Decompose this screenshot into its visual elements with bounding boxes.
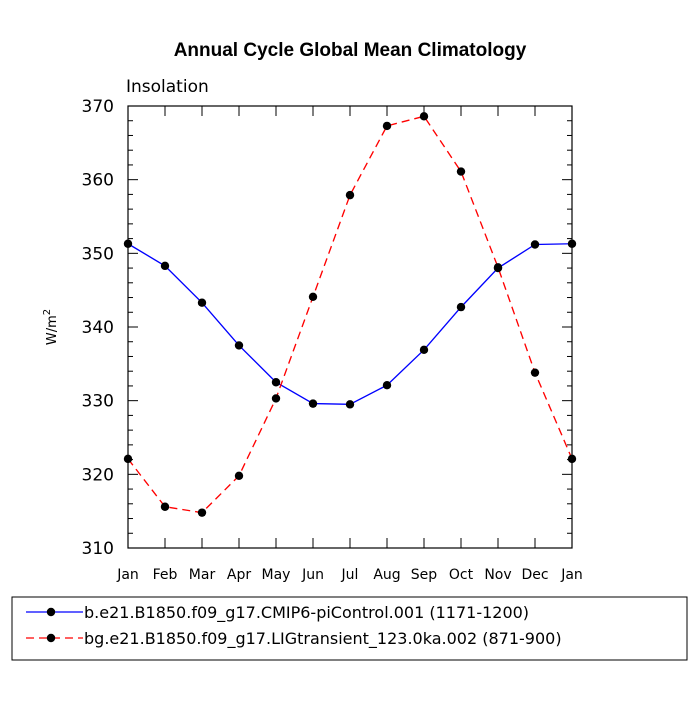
x-tick-label: Apr — [227, 567, 251, 583]
panel-label: Insolation — [126, 77, 209, 97]
x-tick-label: Sep — [411, 567, 438, 583]
x-tick-label: May — [262, 567, 291, 583]
data-point-series-1 — [530, 240, 540, 249]
data-point-series-2 — [345, 190, 355, 200]
y-tick-label: 320 — [82, 465, 114, 485]
data-point-series-2 — [456, 167, 466, 176]
data-point-series-1 — [345, 400, 355, 409]
y-axis-ticks: 310 320 330 340 350 360 370 — [82, 97, 572, 559]
x-tick-label: Jul — [341, 567, 359, 583]
y-tick-label: 360 — [82, 171, 114, 191]
data-point-series-1 — [160, 261, 170, 271]
data-point-series-2 — [197, 508, 207, 517]
data-point-series-1 — [197, 298, 207, 307]
data-point-series-1 — [382, 380, 392, 390]
x-tick-label: Mar — [189, 567, 216, 583]
legend: b.e21.B1850.f09_g17.CMIP6-piControl.001 … — [26, 603, 562, 649]
x-tick-label: Nov — [484, 567, 511, 583]
data-point-series-2 — [419, 112, 429, 121]
series-lines — [127, 115, 573, 514]
legend-label-2: bg.e21.B1850.f09_g17.LIGtransient_123.0k… — [84, 629, 562, 649]
series-line-1 — [127, 243, 573, 406]
x-tick-label: Dec — [521, 567, 548, 583]
data-point-series-1 — [308, 399, 318, 408]
y-axis-label-text: W/m — [45, 315, 60, 345]
data-point-series-2 — [234, 471, 244, 481]
y-tick-label: 350 — [82, 244, 114, 264]
y-axis-label-superscript: 2 — [42, 309, 53, 315]
data-point-series-2 — [382, 121, 392, 131]
data-point-series-2 — [123, 454, 133, 464]
data-point-series-2 — [271, 394, 281, 403]
x-tick-label: Jan — [560, 567, 583, 583]
data-point-series-1 — [123, 239, 133, 248]
data-point-series-1 — [271, 378, 281, 387]
chart-title: Annual Cycle Global Mean Climatology — [174, 40, 527, 61]
series-markers — [123, 112, 577, 517]
x-tick-label: Jun — [301, 567, 324, 583]
data-point-series-2 — [160, 502, 170, 511]
x-tick-label: Aug — [373, 567, 400, 583]
legend-marker-1 — [46, 607, 56, 617]
series-line-2 — [127, 115, 573, 514]
data-point-series-2 — [493, 263, 503, 272]
legend-box — [11, 596, 688, 661]
x-tick-label: Feb — [153, 567, 178, 583]
data-point-series-1 — [419, 345, 429, 355]
data-point-series-1 — [456, 302, 466, 312]
data-point-series-2 — [308, 292, 318, 301]
data-point-series-1 — [234, 341, 244, 350]
data-point-series-2 — [567, 454, 577, 464]
x-axis-ticks: Jan Feb Mar Apr May Jun Jul Aug Sep Oct Nov Dec Jan — [116, 106, 583, 583]
x-tick-label: Oct — [449, 567, 474, 583]
y-tick-label: 340 — [82, 318, 114, 338]
plot-frame — [127, 105, 573, 549]
y-axis-minor-ticks — [128, 120, 572, 534]
y-tick-label: 370 — [82, 97, 114, 117]
y-axis-label: W/m2 — [42, 309, 60, 345]
x-tick-label: Jan — [116, 567, 139, 583]
data-point-series-2 — [530, 368, 540, 377]
y-tick-label: 330 — [82, 392, 114, 412]
y-tick-label: 310 — [82, 539, 114, 559]
legend-label-1: b.e21.B1850.f09_g17.CMIP6-piControl.001 … — [84, 603, 529, 623]
y-axis-title-group: W/m2 — [42, 309, 60, 345]
legend-marker-2 — [46, 633, 56, 643]
data-point-series-1 — [567, 239, 577, 248]
